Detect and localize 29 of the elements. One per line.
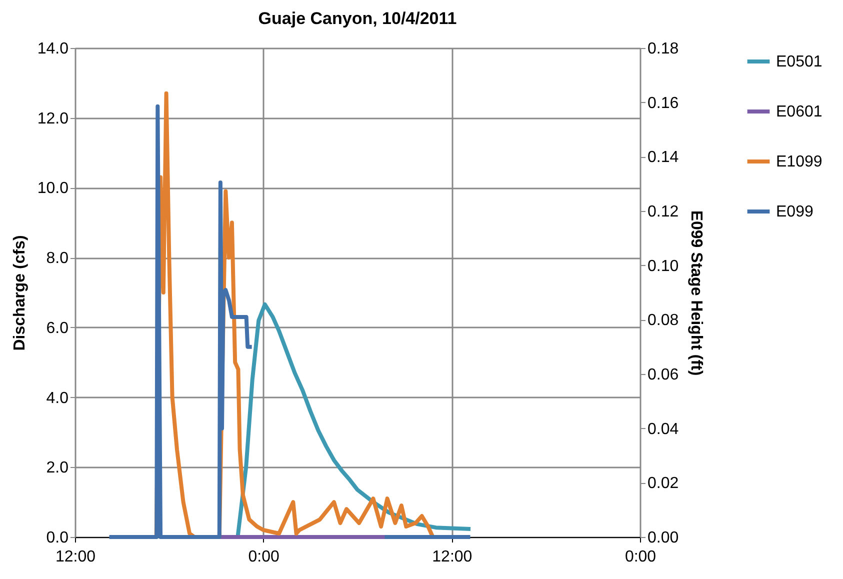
y-tick-label: 6.0 bbox=[46, 320, 69, 337]
legend-label: E0601 bbox=[776, 104, 822, 120]
y2-tick-label: 0.12 bbox=[648, 204, 679, 220]
y2-tick-label: 0.14 bbox=[648, 149, 679, 166]
x-tick-label: 12:00 bbox=[432, 548, 472, 566]
y2-tick-label: 0.00 bbox=[648, 530, 679, 546]
y2-axis-title: E099 Stage Height (ft) bbox=[688, 210, 705, 376]
y2-tick-label: 0.16 bbox=[648, 94, 679, 112]
y2-tick-label: 0.04 bbox=[648, 420, 679, 438]
y-tick-label: 10.0 bbox=[37, 180, 69, 198]
x-tick-label: 12:00 bbox=[55, 548, 96, 566]
x-tick-label: 0:00 bbox=[624, 548, 656, 566]
y-tick-label: 2.0 bbox=[46, 460, 69, 477]
legend-label: E099 bbox=[776, 204, 814, 220]
y-tick-label: 0.0 bbox=[46, 530, 69, 546]
y-tick-label: 12.0 bbox=[37, 110, 69, 128]
y-tick-label: 4.0 bbox=[46, 390, 69, 407]
legend-label: E1099 bbox=[776, 154, 822, 170]
chart-title: Guaje Canyon, 10/4/2011 bbox=[258, 9, 457, 28]
legend-label: E0501 bbox=[776, 54, 822, 70]
x-tick-label: 0:00 bbox=[248, 548, 280, 566]
y2-tick-label: 0.06 bbox=[648, 366, 679, 384]
y2-tick-label: 0.10 bbox=[648, 258, 679, 275]
y-tick-label: 8.0 bbox=[46, 250, 69, 268]
y2-tick-label: 0.18 bbox=[648, 40, 679, 58]
y-tick-label: 14.0 bbox=[37, 40, 69, 58]
y-axis-title: Discharge (cfs) bbox=[11, 235, 28, 351]
y2-tick-label: 0.02 bbox=[648, 475, 679, 492]
y2-tick-label: 0.08 bbox=[648, 312, 679, 330]
